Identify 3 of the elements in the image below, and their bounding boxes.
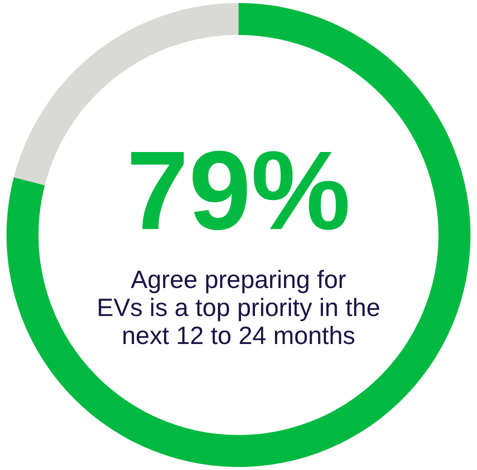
data-label: 79% <box>126 128 351 253</box>
text: Agree preparing for EVs is a top priority in the next 12 to 24 months <box>96 266 380 350</box>
donut-slice <box>6 3 470 467</box>
